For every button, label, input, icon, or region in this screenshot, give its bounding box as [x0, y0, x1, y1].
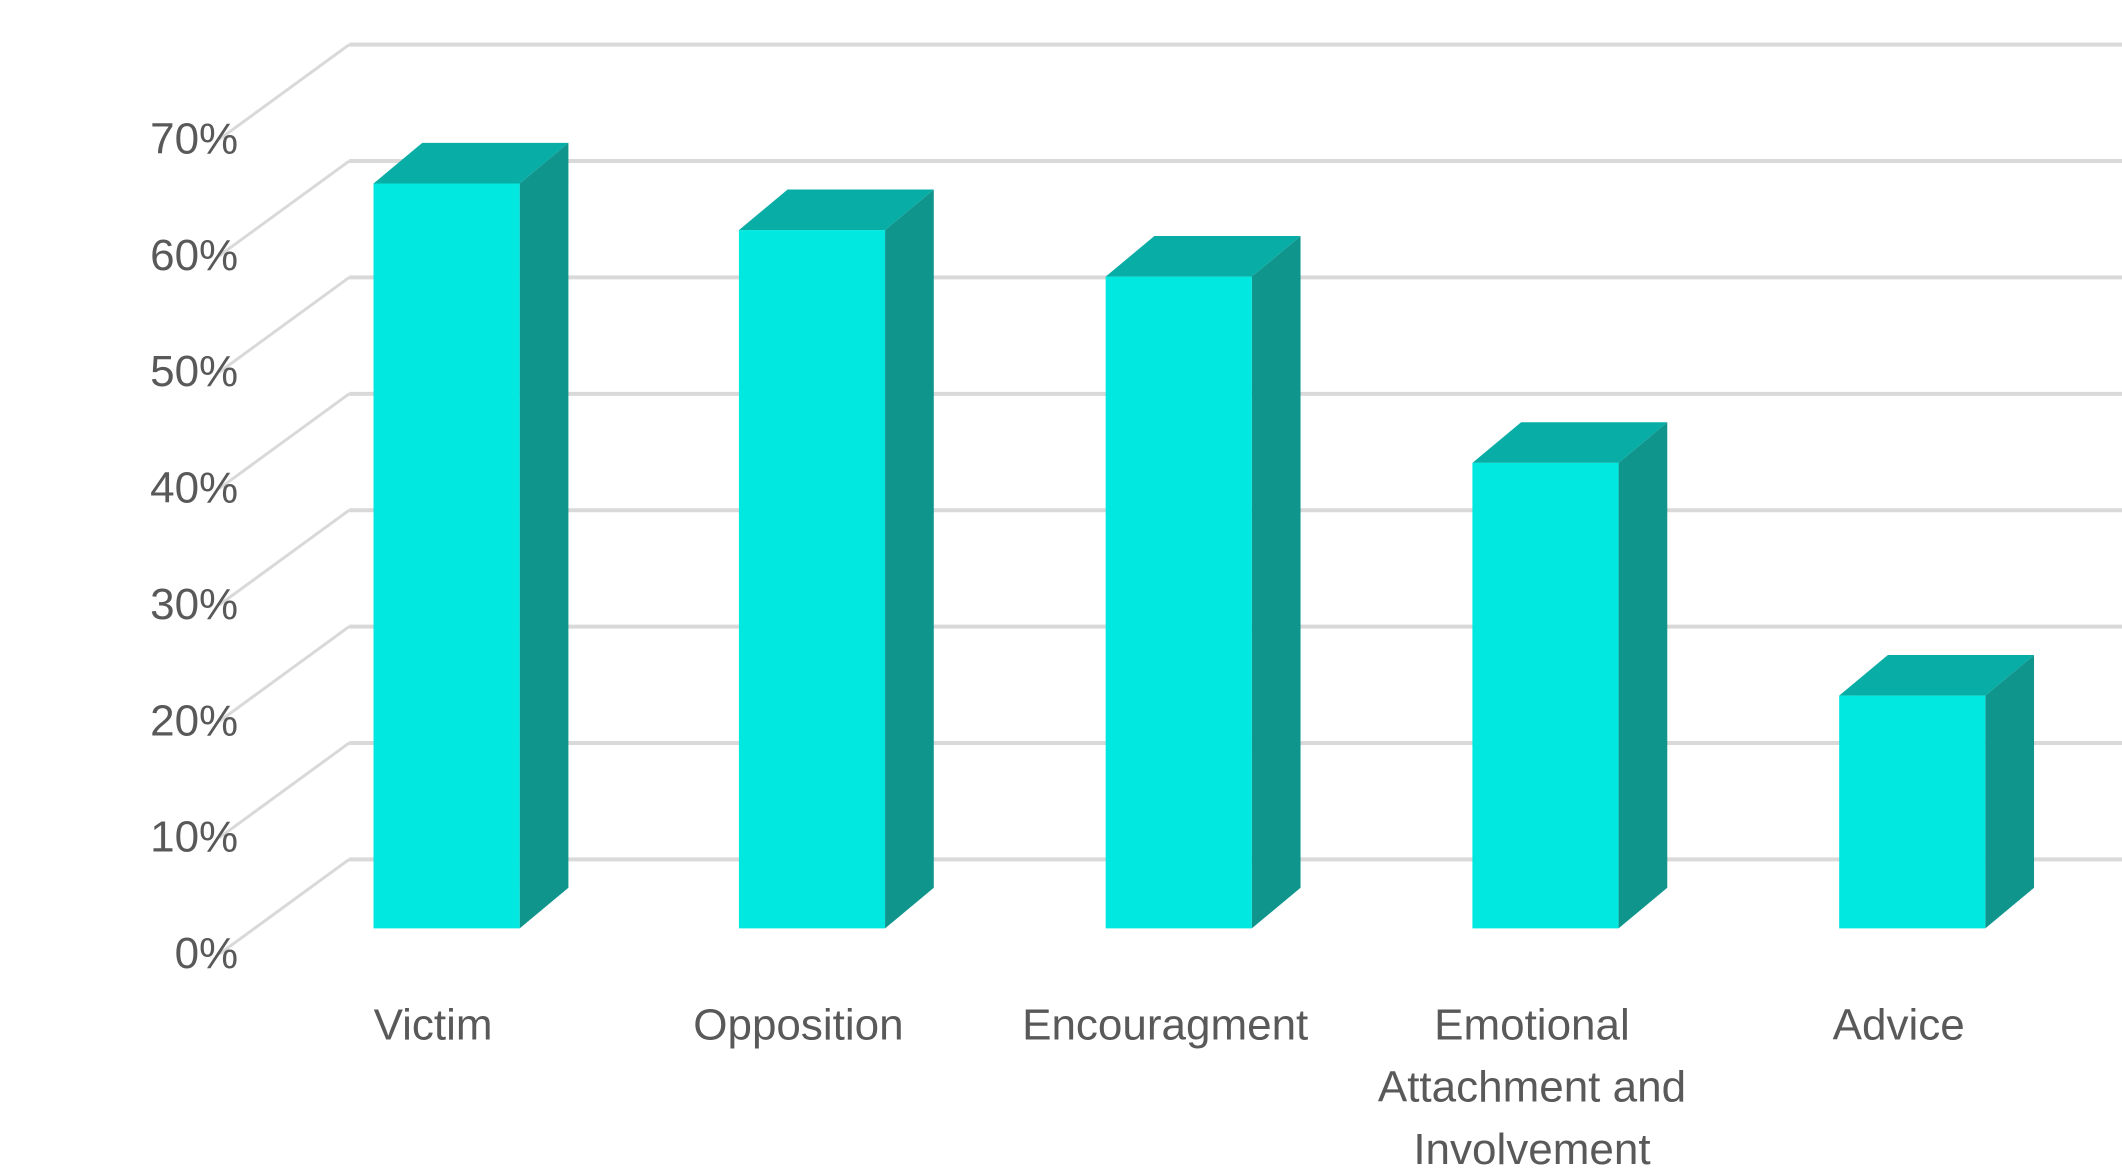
- y-axis: 0% 10% 20% 30% 40% 50% 60% 70%: [150, 114, 238, 978]
- bars: [373, 142, 2035, 929]
- x-category-label-line: Advice: [1833, 1000, 1965, 1049]
- x-category-label-line: Emotional: [1434, 1000, 1630, 1049]
- x-category-label: Encouragment: [1022, 1000, 1308, 1049]
- x-category-label-line: Attachment and: [1378, 1063, 1686, 1112]
- gridline-diagonal: [218, 625, 351, 723]
- bar-front-face: [738, 230, 886, 929]
- bar-front-face: [1105, 276, 1252, 929]
- gridline-diagonal: [218, 392, 351, 490]
- bar: [1105, 236, 1301, 929]
- bar: [738, 189, 934, 929]
- bar-top-face: [373, 142, 569, 184]
- bar-front-face: [1472, 462, 1619, 929]
- gridline-diagonal: [218, 159, 351, 257]
- gridline-diagonal: [218, 858, 351, 956]
- x-category-label-line: Involvement: [1413, 1125, 1650, 1168]
- y-tick-label: 70%: [150, 114, 238, 163]
- y-tick-label: 10%: [150, 813, 238, 862]
- gridline-diagonal: [218, 508, 351, 607]
- x-axis: Victim Opposition Encouragment Emotional Att…: [374, 1000, 1965, 1173]
- x-category-label-line: Opposition: [693, 1000, 903, 1049]
- bar-side-face: [519, 142, 569, 929]
- x-category-label-line: Victim: [374, 1000, 493, 1049]
- bar-top-face: [1105, 236, 1301, 277]
- x-category-label: Opposition: [693, 1000, 903, 1049]
- bar: [1472, 422, 1668, 929]
- bar-side-face: [1251, 236, 1301, 929]
- x-category-label: Emotional Attachment and Involvement: [1378, 1000, 1686, 1168]
- bar-top-face: [1472, 422, 1668, 463]
- bar-side-face: [1618, 422, 1668, 929]
- y-tick-label: 20%: [150, 696, 238, 745]
- y-tick-label: 0%: [175, 929, 239, 978]
- bar-side-face: [885, 189, 934, 929]
- bar-top-face: [738, 189, 934, 231]
- bar: [1839, 655, 2035, 929]
- y-tick-label: 50%: [150, 347, 238, 396]
- bar-front-face: [373, 183, 520, 929]
- y-tick-label: 60%: [150, 231, 238, 280]
- bar-front-face: [1839, 695, 1986, 929]
- bar: [373, 142, 569, 929]
- y-tick-label: 30%: [150, 580, 238, 629]
- x-category-label: Advice: [1833, 1000, 1965, 1049]
- x-category-label: Victim: [374, 1000, 493, 1049]
- bar-side-face: [1985, 655, 2035, 929]
- gridline-diagonal: [218, 43, 351, 141]
- gridline-diagonal: [218, 741, 351, 839]
- bar-top-face: [1839, 655, 2035, 696]
- y-tick-label: 40%: [150, 464, 238, 513]
- gridline-diagonal: [218, 276, 351, 374]
- x-category-label-line: Encouragment: [1022, 1000, 1308, 1049]
